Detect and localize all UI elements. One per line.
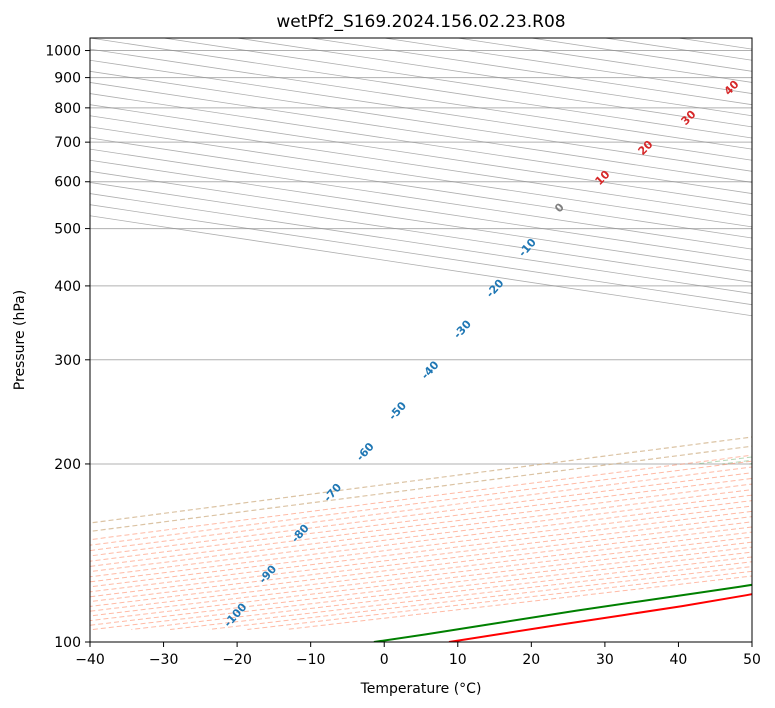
isotherm-line: [90, 59, 752, 161]
x-tick-label: 0: [380, 652, 389, 668]
x-tick-label: 40: [669, 652, 687, 668]
y-tick-label: 800: [54, 101, 81, 117]
dry-adiabat-line: [90, 494, 752, 578]
y-tick-label: 900: [54, 71, 81, 87]
dry-adiabat-line: [92, 551, 752, 630]
x-tick-label: −10: [296, 652, 326, 668]
isotherm-line: [90, 115, 752, 217]
dry-adiabat-line: [90, 460, 752, 546]
dry-adiabat-line: [90, 436, 752, 524]
dry-adiabats: [90, 436, 752, 630]
dry-adiabat-line: [90, 477, 752, 562]
isotherm-line: [90, 104, 752, 206]
dry-adiabat-label: -40: [419, 358, 442, 382]
dry-adiabat-line: [90, 536, 752, 617]
y-axis-ticks: 100 200 300 400 500 600 700 800 900 1000: [45, 44, 90, 651]
isotherm-line: [90, 215, 752, 317]
y-tick-label: 1000: [45, 44, 81, 60]
moist-adiabat-label: 20: [636, 138, 656, 158]
y-axis-label: Pressure (hPa): [12, 290, 28, 390]
moist-adiabat-label: 0: [552, 200, 567, 215]
isobar-grid: [90, 50, 752, 642]
dry-adiabat-label: -20: [484, 276, 507, 300]
moist-adiabat-line: [696, 456, 752, 465]
x-tick-label: −20: [222, 652, 252, 668]
dry-adiabat-line: [90, 445, 752, 533]
x-tick-label: 30: [596, 652, 614, 668]
x-tick-label: −30: [149, 652, 179, 668]
x-axis-label: Temperature (°C): [360, 681, 482, 697]
isotherm-line: [90, 182, 752, 283]
isotherm-line: [90, 204, 752, 306]
isotherm-grid: [90, 38, 752, 317]
isotherm-line: [90, 193, 752, 294]
dry-adiabat-line: [170, 561, 752, 630]
isotherm-line: [751, 38, 752, 39]
y-tick-label: 500: [54, 222, 81, 238]
isotherm-line: [90, 159, 752, 261]
isotherm-line: [384, 38, 752, 94]
moist-adiabat-line: [749, 463, 752, 465]
isotherm-line: [90, 126, 752, 228]
isotherm-line: [531, 38, 752, 72]
moist-adiabat-label: 10: [593, 168, 613, 188]
dry-adiabat-line: [90, 483, 752, 567]
dry-adiabat-label: -50: [386, 399, 409, 423]
dry-adiabat-label: -30: [451, 317, 474, 341]
x-tick-label: 20: [522, 652, 540, 668]
isotherm-line: [90, 82, 752, 183]
isotherm-line: [90, 137, 752, 239]
dry-adiabat-line: [90, 526, 752, 607]
moist-adiabat-label: 30: [679, 108, 699, 128]
dry-adiabat-line: [90, 531, 752, 612]
y-tick-label: 600: [54, 175, 81, 191]
x-tick-label: 50: [743, 652, 761, 668]
plot-frame: [89, 37, 753, 643]
isotherm-line: [90, 70, 752, 172]
plot-area: 0.10.20.40.611.52346810131620253036 -100…: [90, 38, 752, 642]
x-tick-label: −40: [75, 652, 105, 668]
dry-adiabat-line: [90, 541, 752, 622]
y-tick-label: 200: [54, 457, 81, 473]
dry-adiabat-label: -60: [354, 440, 377, 464]
dry-adiabat-line: [90, 489, 752, 573]
y-tick-label: 700: [54, 135, 81, 151]
dry-adiabat-line: [90, 466, 752, 552]
y-tick-label: 300: [54, 353, 81, 369]
x-axis-ticks: −40 −30 −20 −10 0 10 20 30 40 50: [75, 642, 761, 668]
x-tick-label: 10: [449, 652, 467, 668]
dry-adiabat-line: [90, 521, 752, 603]
isotherm-line: [90, 48, 752, 150]
isotherm-line: [678, 38, 752, 50]
dry-adiabat-line: [90, 454, 752, 541]
dry-adiabat-line: [90, 472, 752, 557]
y-tick-label: 400: [54, 279, 81, 295]
dry-adiabat-line: [90, 500, 752, 583]
y-tick-label: 100: [54, 635, 81, 651]
isotherm-line: [90, 148, 752, 250]
dry-adiabat-line: [90, 510, 752, 593]
chart-title: wetPf2_S169.2024.156.02.23.R08: [276, 12, 565, 32]
moist-adiabats: [696, 456, 752, 465]
dry-adiabat-line: [90, 516, 752, 598]
isotherm-line: [90, 170, 752, 272]
isotherm-line: [90, 93, 752, 194]
dry-adiabat-line: [90, 505, 752, 588]
dry-adiabat-label: -10: [516, 236, 539, 260]
